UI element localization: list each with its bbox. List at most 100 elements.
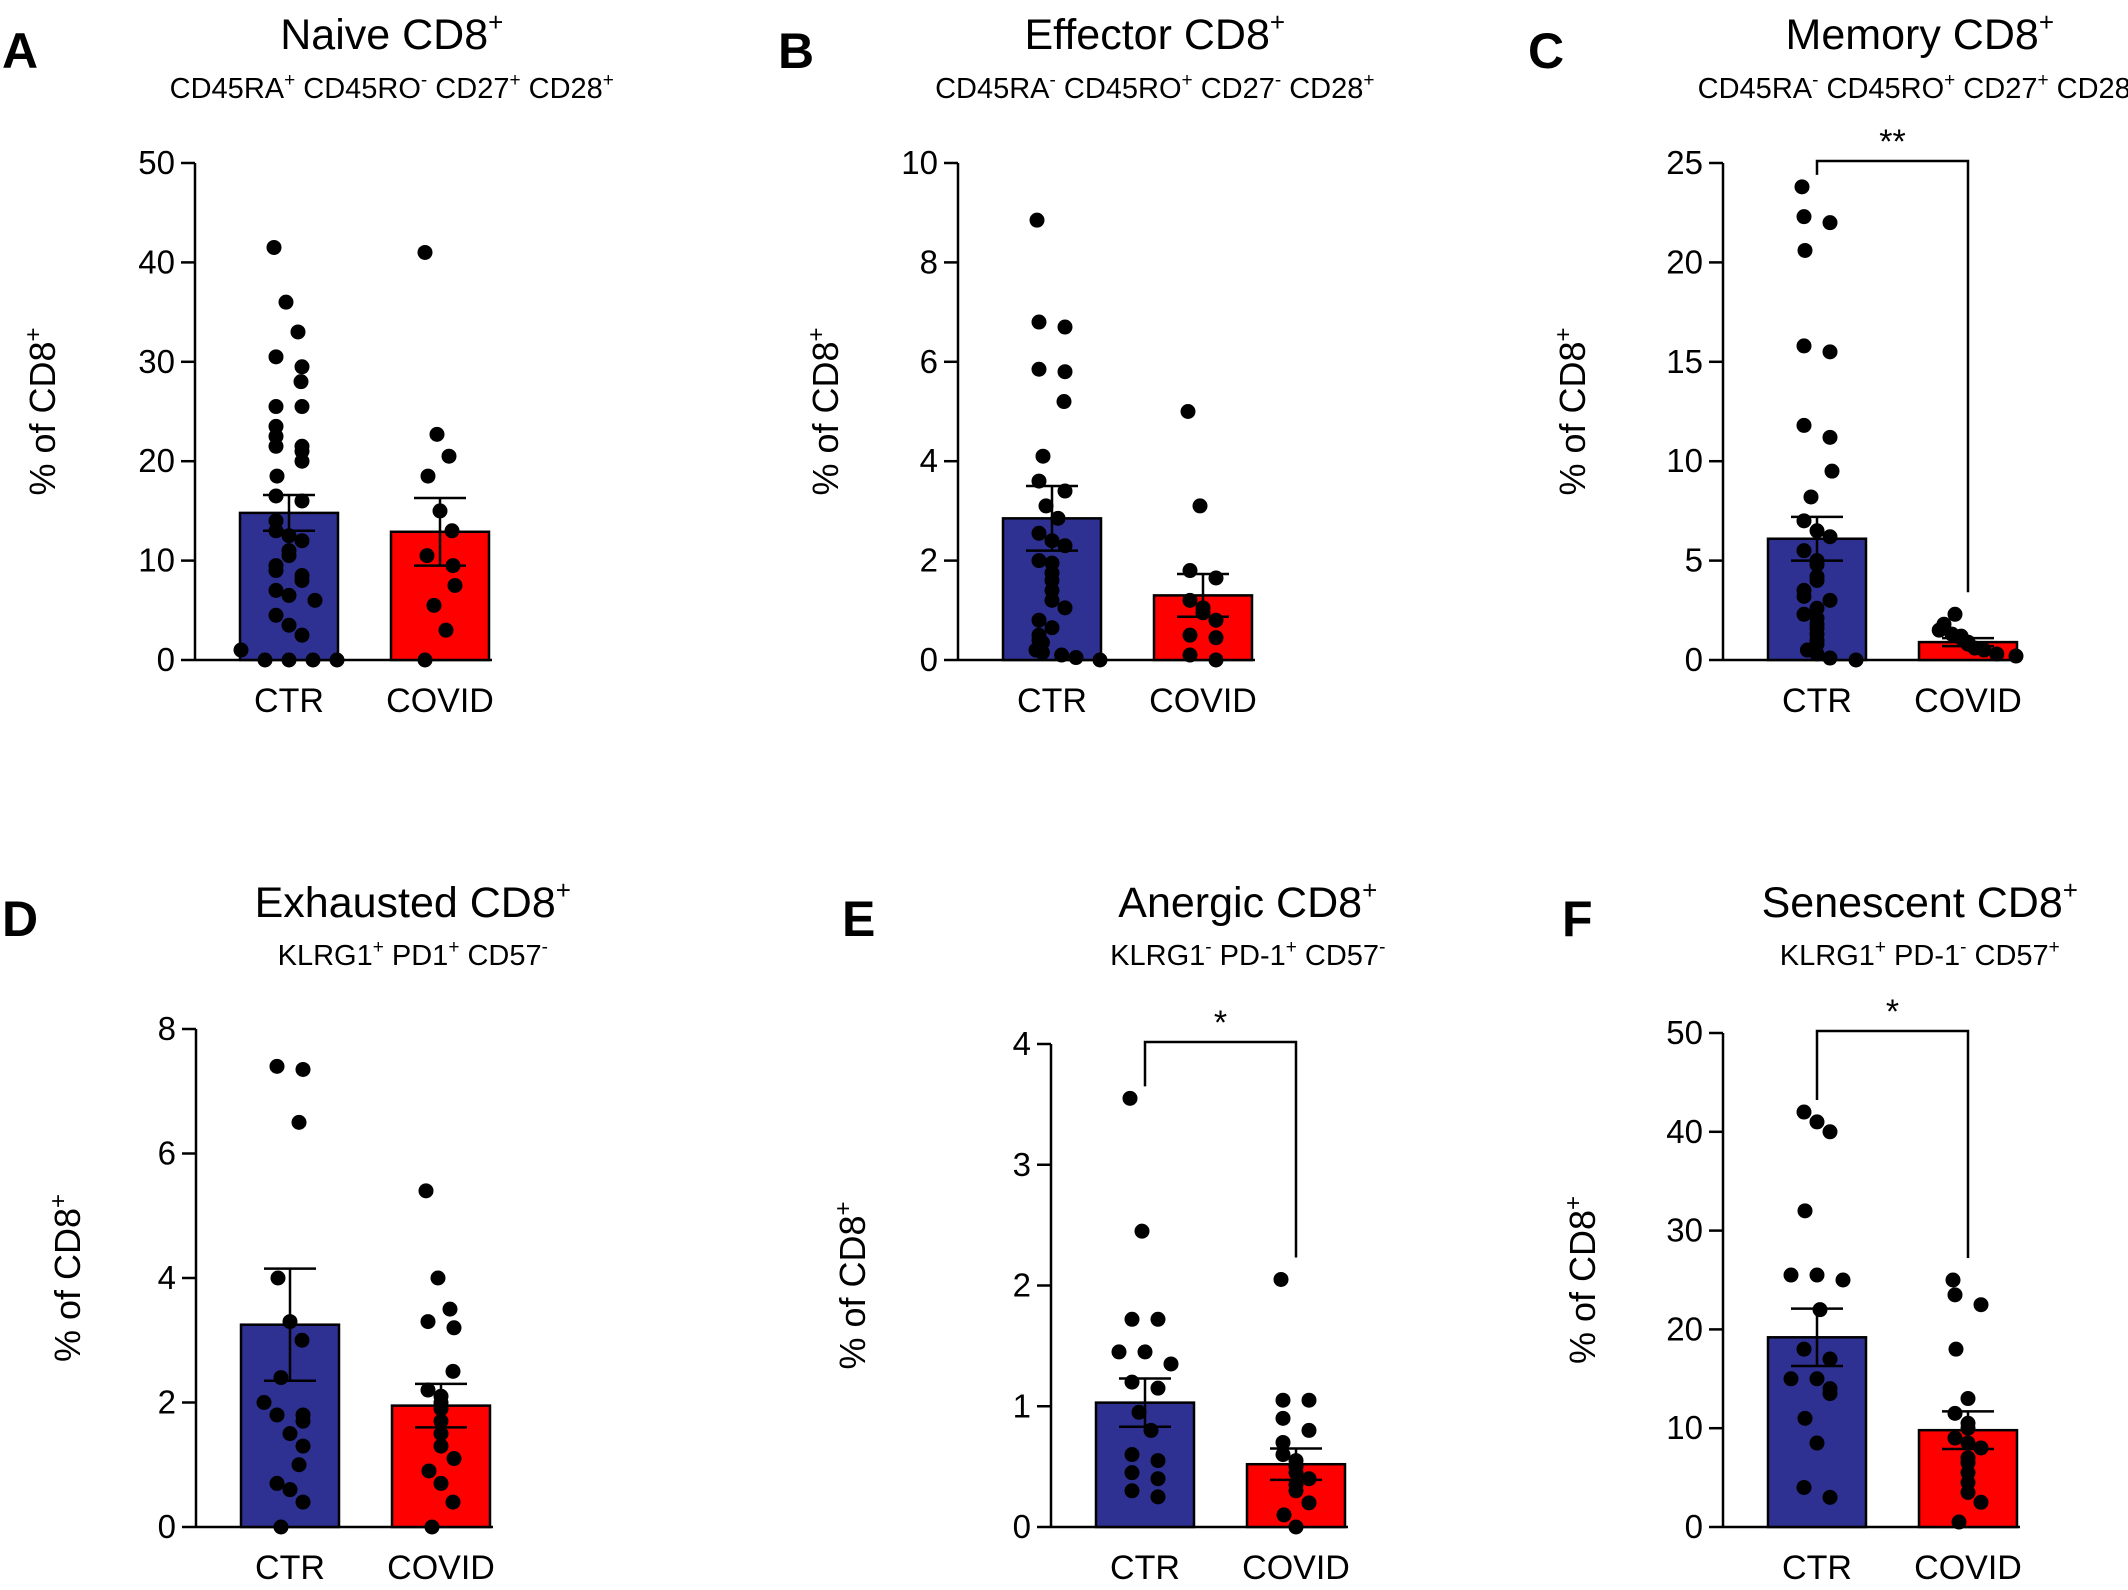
data-point <box>1134 1223 1150 1239</box>
significance-bracket <box>1815 159 1970 593</box>
data-point <box>1143 1422 1159 1438</box>
data-point <box>1150 1471 1166 1487</box>
data-point <box>438 622 454 638</box>
data-point <box>445 1363 461 1379</box>
y-tick-label: 15 <box>1666 343 1703 380</box>
data-point <box>1208 630 1224 646</box>
data-point <box>294 493 310 509</box>
data-point <box>278 294 294 310</box>
category-label: CTR <box>1110 1549 1180 1587</box>
bar-covid <box>390 1404 492 1529</box>
data-point <box>273 1519 289 1535</box>
data-point <box>1275 1447 1291 1463</box>
data-point <box>1797 1410 1813 1426</box>
y-tick-label: 10 <box>138 542 175 579</box>
y-tick-label: 0 <box>920 641 938 678</box>
data-point <box>1031 612 1047 628</box>
category-label: CTR <box>1782 1549 1852 1587</box>
y-tick-label: 50 <box>138 144 175 181</box>
data-point <box>1044 533 1060 549</box>
y-tick-label: 3 <box>1013 1146 1031 1183</box>
y-tick-label: 4 <box>1013 1025 1031 1062</box>
data-point <box>1182 647 1198 663</box>
panel-b: B Effector CD8+ CD45RA- CD45RO+ CD27- CD28… <box>778 7 1374 720</box>
data-point <box>294 627 310 643</box>
panel-title: Senescent CD8+ <box>1762 875 2078 927</box>
data-point <box>1288 1519 1304 1535</box>
data-point <box>1796 513 1812 529</box>
panel-title: Exhausted CD8+ <box>255 875 571 927</box>
data-point <box>1035 448 1051 464</box>
data-point <box>417 244 433 260</box>
data-point <box>1796 1104 1812 1120</box>
y-tick-label: 0 <box>1685 641 1703 678</box>
data-point <box>446 1451 462 1467</box>
data-point <box>269 1058 285 1074</box>
y-tick-label: 30 <box>138 343 175 380</box>
data-point <box>295 1061 311 1077</box>
data-point <box>282 1314 298 1330</box>
data-point <box>1809 646 1825 662</box>
data-point <box>1057 319 1073 335</box>
data-point <box>1054 647 1070 663</box>
data-point <box>1796 417 1812 433</box>
data-point <box>1288 1483 1304 1499</box>
data-point <box>1150 1453 1166 1469</box>
y-tick-label: 20 <box>1666 243 1703 280</box>
significance-label: * <box>1214 1004 1227 1042</box>
data-point <box>1288 1465 1304 1481</box>
data-point <box>1960 1484 1976 1500</box>
data-point <box>1796 209 1812 225</box>
data-point <box>1031 525 1047 541</box>
data-point <box>269 1475 285 1491</box>
significance-bracket <box>1815 1029 1970 1258</box>
panel-title: Effector CD8+ <box>1025 7 1286 59</box>
data-point <box>1809 572 1825 588</box>
data-point <box>269 468 285 484</box>
data-point <box>1796 338 1812 354</box>
y-tick-label: 0 <box>1685 1508 1703 1545</box>
category-label: COVID <box>1149 682 1257 720</box>
y-tick-label: 2 <box>158 1384 176 1421</box>
data-point <box>447 577 463 593</box>
y-tick-label: 40 <box>138 243 175 280</box>
panel-subtitle: CD45RA- CD45RO+ CD27+ CD28+ <box>1698 70 2128 105</box>
y-tick-label: 1 <box>1013 1387 1031 1424</box>
data-point <box>433 1426 449 1442</box>
data-point <box>1973 1297 1989 1313</box>
data-point <box>281 652 297 668</box>
y-tick-label: 50 <box>1666 1014 1703 1051</box>
data-point <box>2008 648 2024 664</box>
data-point <box>281 617 297 633</box>
data-point <box>1822 650 1838 666</box>
data-point <box>1301 1422 1317 1438</box>
data-point <box>1056 394 1072 410</box>
panel-f: F Senescent CD8+ KLRG1+ PD-1- CD57+ 0 10 20 30… <box>1560 875 2078 1587</box>
data-point <box>419 548 435 564</box>
data-point <box>432 503 448 519</box>
data-point <box>1192 498 1208 514</box>
data-point <box>420 1314 436 1330</box>
data-point <box>1195 605 1211 621</box>
data-point <box>1275 1434 1291 1450</box>
data-point <box>1960 1391 1976 1407</box>
panel-title: Naive CD8+ <box>280 7 503 59</box>
data-point <box>1057 538 1073 554</box>
data-point <box>1797 242 1813 258</box>
data-point <box>1057 600 1073 616</box>
data-point <box>291 1114 307 1130</box>
data-point <box>257 652 273 668</box>
data-point <box>1111 1344 1127 1360</box>
panel-title: Anergic CD8+ <box>1118 875 1377 927</box>
data-point <box>305 652 321 668</box>
data-point <box>1796 543 1812 559</box>
data-point <box>281 548 297 564</box>
y-tick-label: 6 <box>158 1135 176 1172</box>
y-tick-label: 6 <box>920 343 938 380</box>
data-point <box>420 1382 436 1398</box>
data-point <box>1031 473 1047 489</box>
y-axis-label: % of CD8+ <box>830 1201 873 1369</box>
data-point <box>433 1438 449 1454</box>
data-point <box>1122 1090 1138 1106</box>
data-point <box>293 374 309 390</box>
